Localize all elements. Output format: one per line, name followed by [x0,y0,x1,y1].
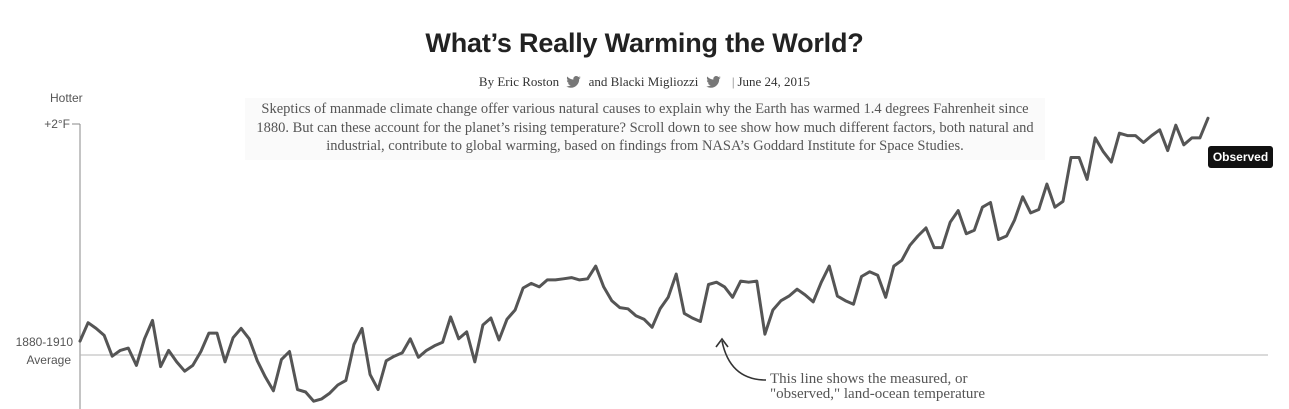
byline-author-2[interactable]: and Blacki Migliozzi [588,74,699,89]
intro-paragraph: Skeptics of manmade climate change offer… [245,98,1045,160]
observed-series-line [78,116,1210,403]
byline: By Eric Roston and Blacki Migliozzi | Jun… [0,74,1289,92]
page-title: What’s Really Warming the World? [425,28,864,58]
byline-separator: | [731,74,735,89]
curved-arrow-icon [715,337,767,381]
annotation-line-1: This line shows the measured, or [770,371,967,387]
baseline-label-period: 1880-1910 [16,335,74,349]
y-axis-label-hotter: Hotter [50,91,83,105]
observed-label-text: Observed [1213,150,1268,164]
observed-label: Observed [1208,146,1273,168]
byline-date: June 24, 2015 [737,74,811,89]
baseline-label-average: Average [27,353,72,367]
twitter-bird-icon[interactable] [705,76,721,92]
byline-author-1[interactable]: By Eric Roston [478,74,560,89]
observed-label-box [1208,146,1273,168]
y-tick-top: +2°F [44,117,70,131]
twitter-bird-icon[interactable] [566,76,582,92]
annotation-line-2: "observed," land-ocean temperature [770,386,985,402]
